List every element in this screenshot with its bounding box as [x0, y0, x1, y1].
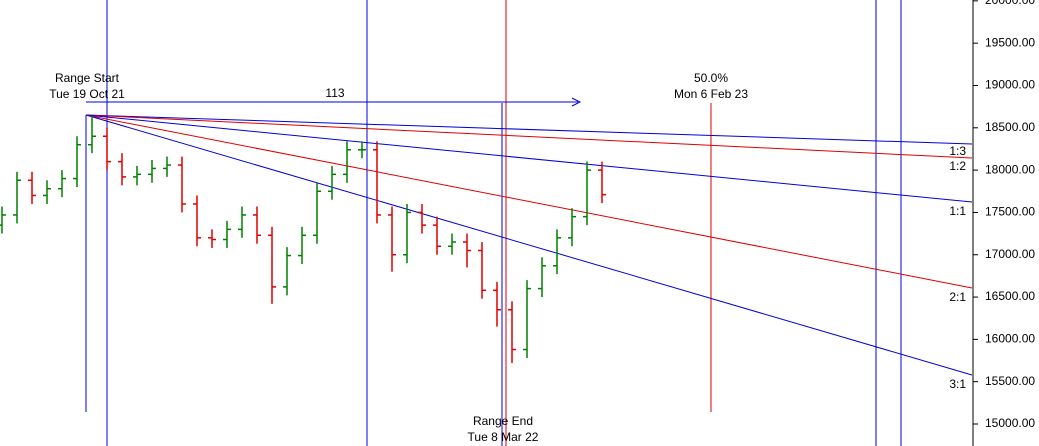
- range-end-date: Tue 8 Mar 22: [468, 430, 539, 444]
- span-label: 113: [325, 86, 344, 100]
- y-tick-label: 16500.00: [985, 289, 1035, 303]
- y-tick-label: 19500.00: [985, 35, 1035, 49]
- y-tick-label: 18000.00: [985, 162, 1035, 176]
- range-start-date: Tue 19 Oct 21: [49, 87, 125, 101]
- fan-label: 2:1: [949, 290, 966, 304]
- fan-label: 1:1: [949, 204, 966, 218]
- y-tick-label: 15000.00: [985, 416, 1035, 430]
- y-tick-label: 17000.00: [985, 247, 1035, 261]
- y-tick-label: 17500.00: [985, 205, 1035, 219]
- y-tick-label: 15500.00: [985, 374, 1035, 388]
- y-tick-label: 16000.00: [985, 332, 1035, 346]
- y-tick-label: 20000.00: [985, 0, 1035, 7]
- fan-label: 1:3: [949, 144, 966, 158]
- y-tick-label: 19000.00: [985, 78, 1035, 92]
- range-start-label: Range Start: [55, 71, 120, 85]
- fan-line: [85, 114, 973, 289]
- y-tick-label: 18500.00: [985, 120, 1035, 134]
- fan-label: 3:1: [949, 377, 966, 391]
- fan-line: [85, 114, 973, 159]
- fan-line: [85, 114, 973, 376]
- midpoint-label: 50.0%: [694, 71, 728, 85]
- fan-label: 1:2: [949, 159, 966, 173]
- fan-line: [85, 114, 973, 203]
- arrow-head: [571, 97, 582, 107]
- range-end-label: Range End: [473, 414, 533, 428]
- fan-line: [85, 114, 973, 145]
- midpoint-date: Mon 6 Feb 23: [674, 87, 748, 101]
